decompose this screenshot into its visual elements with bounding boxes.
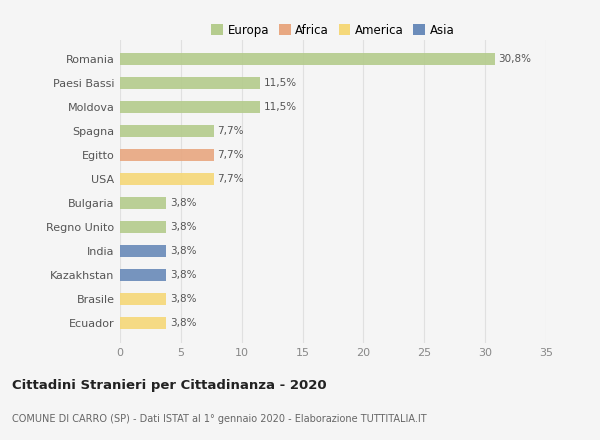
Text: 11,5%: 11,5% [263,78,297,88]
Text: 3,8%: 3,8% [170,294,196,304]
Text: 3,8%: 3,8% [170,246,196,257]
Text: Cittadini Stranieri per Cittadinanza - 2020: Cittadini Stranieri per Cittadinanza - 2… [12,379,326,392]
Bar [120,150,214,161]
Bar [120,77,260,89]
Bar [120,125,214,137]
Text: 11,5%: 11,5% [263,103,297,112]
Legend: Europa, Africa, America, Asia: Europa, Africa, America, Asia [209,21,457,39]
Bar [120,198,166,209]
Bar [120,53,495,66]
Bar [120,293,166,305]
Text: 7,7%: 7,7% [217,174,244,184]
Text: 7,7%: 7,7% [217,150,244,161]
Bar [120,221,166,233]
Bar [120,269,166,282]
Bar [120,101,260,114]
Bar [120,246,166,257]
Text: 3,8%: 3,8% [170,271,196,280]
Text: 3,8%: 3,8% [170,198,196,209]
Text: COMUNE DI CARRO (SP) - Dati ISTAT al 1° gennaio 2020 - Elaborazione TUTTITALIA.I: COMUNE DI CARRO (SP) - Dati ISTAT al 1° … [12,414,427,425]
Bar [120,173,214,185]
Text: 7,7%: 7,7% [217,126,244,136]
Text: 30,8%: 30,8% [499,55,532,64]
Text: 3,8%: 3,8% [170,319,196,328]
Bar [120,317,166,330]
Text: 3,8%: 3,8% [170,222,196,232]
